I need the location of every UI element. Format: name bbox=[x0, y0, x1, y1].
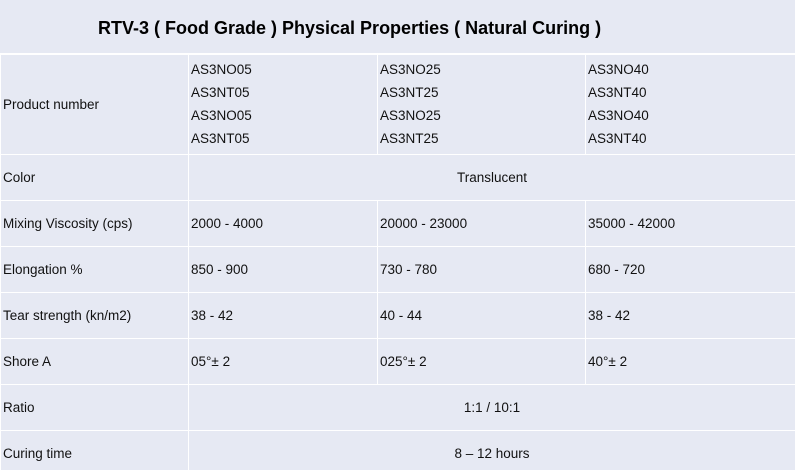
row-label-curing-time: Curing time bbox=[0, 430, 189, 470]
shore-value-2: 025°± 2 bbox=[377, 338, 586, 385]
row-label-ratio: Ratio bbox=[0, 384, 189, 431]
tear-value-3: 38 - 42 bbox=[585, 292, 795, 339]
table-title: RTV-3 ( Food Grade ) Physical Properties… bbox=[0, 0, 795, 54]
product-code: AS3NO05 bbox=[191, 108, 252, 123]
table-row-curing-time: Curing time 8 – 12 hours bbox=[0, 430, 795, 470]
row-label-color: Color bbox=[0, 154, 189, 201]
elongation-value-3: 680 - 720 bbox=[585, 246, 795, 293]
product-code: AS3NT40 bbox=[588, 85, 647, 100]
product-code: AS3NT25 bbox=[380, 85, 439, 100]
table-row-tear-strength: Tear strength (kn/m2) 38 - 42 40 - 44 38… bbox=[0, 292, 795, 339]
curing-time-value: 8 – 12 hours bbox=[188, 430, 795, 470]
product-code: AS3NO05 bbox=[191, 62, 252, 77]
product-code: AS3NT25 bbox=[380, 131, 439, 146]
row-label-shore-a: Shore A bbox=[0, 338, 189, 385]
row-label-product-number: Product number bbox=[0, 54, 189, 155]
elongation-value-2: 730 - 780 bbox=[377, 246, 586, 293]
product-code: AS3NO25 bbox=[380, 62, 441, 77]
color-value: Translucent bbox=[188, 154, 795, 201]
table-row-viscosity: Mixing Viscosity (cps) 2000 - 4000 20000… bbox=[0, 200, 795, 247]
row-label-tear-strength: Tear strength (kn/m2) bbox=[0, 292, 189, 339]
product-code: AS3NO25 bbox=[380, 108, 441, 123]
product-cell-2: AS3NO25 AS3NT25 AS3NO25 AS3NT25 bbox=[377, 54, 586, 155]
viscosity-value-3: 35000 - 42000 bbox=[585, 200, 795, 247]
row-label-elongation: Elongation % bbox=[0, 246, 189, 293]
product-code: AS3NT05 bbox=[191, 131, 250, 146]
product-code: AS3NT40 bbox=[588, 131, 647, 146]
table-row-color: Color Translucent bbox=[0, 154, 795, 201]
table-row-ratio: Ratio 1:1 / 10:1 bbox=[0, 384, 795, 431]
properties-table: Product number AS3NO05 AS3NT05 AS3NO05 A… bbox=[0, 54, 795, 470]
product-cell-3: AS3NO40 AS3NT40 AS3NO40 AS3NT40 bbox=[585, 54, 795, 155]
tear-value-2: 40 - 44 bbox=[377, 292, 586, 339]
viscosity-value-2: 20000 - 23000 bbox=[377, 200, 586, 247]
viscosity-value-1: 2000 - 4000 bbox=[188, 200, 378, 247]
product-cell-1: AS3NO05 AS3NT05 AS3NO05 AS3NT05 bbox=[188, 54, 378, 155]
tear-value-1: 38 - 42 bbox=[188, 292, 378, 339]
table-row-product-number: Product number AS3NO05 AS3NT05 AS3NO05 A… bbox=[0, 54, 795, 155]
row-label-viscosity: Mixing Viscosity (cps) bbox=[0, 200, 189, 247]
ratio-value: 1:1 / 10:1 bbox=[188, 384, 795, 431]
shore-value-1: 05°± 2 bbox=[188, 338, 378, 385]
table-row-shore-a: Shore A 05°± 2 025°± 2 40°± 2 bbox=[0, 338, 795, 385]
elongation-value-1: 850 - 900 bbox=[188, 246, 378, 293]
product-code: AS3NT05 bbox=[191, 85, 250, 100]
table-row-elongation: Elongation % 850 - 900 730 - 780 680 - 7… bbox=[0, 246, 795, 293]
shore-value-3: 40°± 2 bbox=[585, 338, 795, 385]
product-code: AS3NO40 bbox=[588, 62, 649, 77]
product-code: AS3NO40 bbox=[588, 108, 649, 123]
